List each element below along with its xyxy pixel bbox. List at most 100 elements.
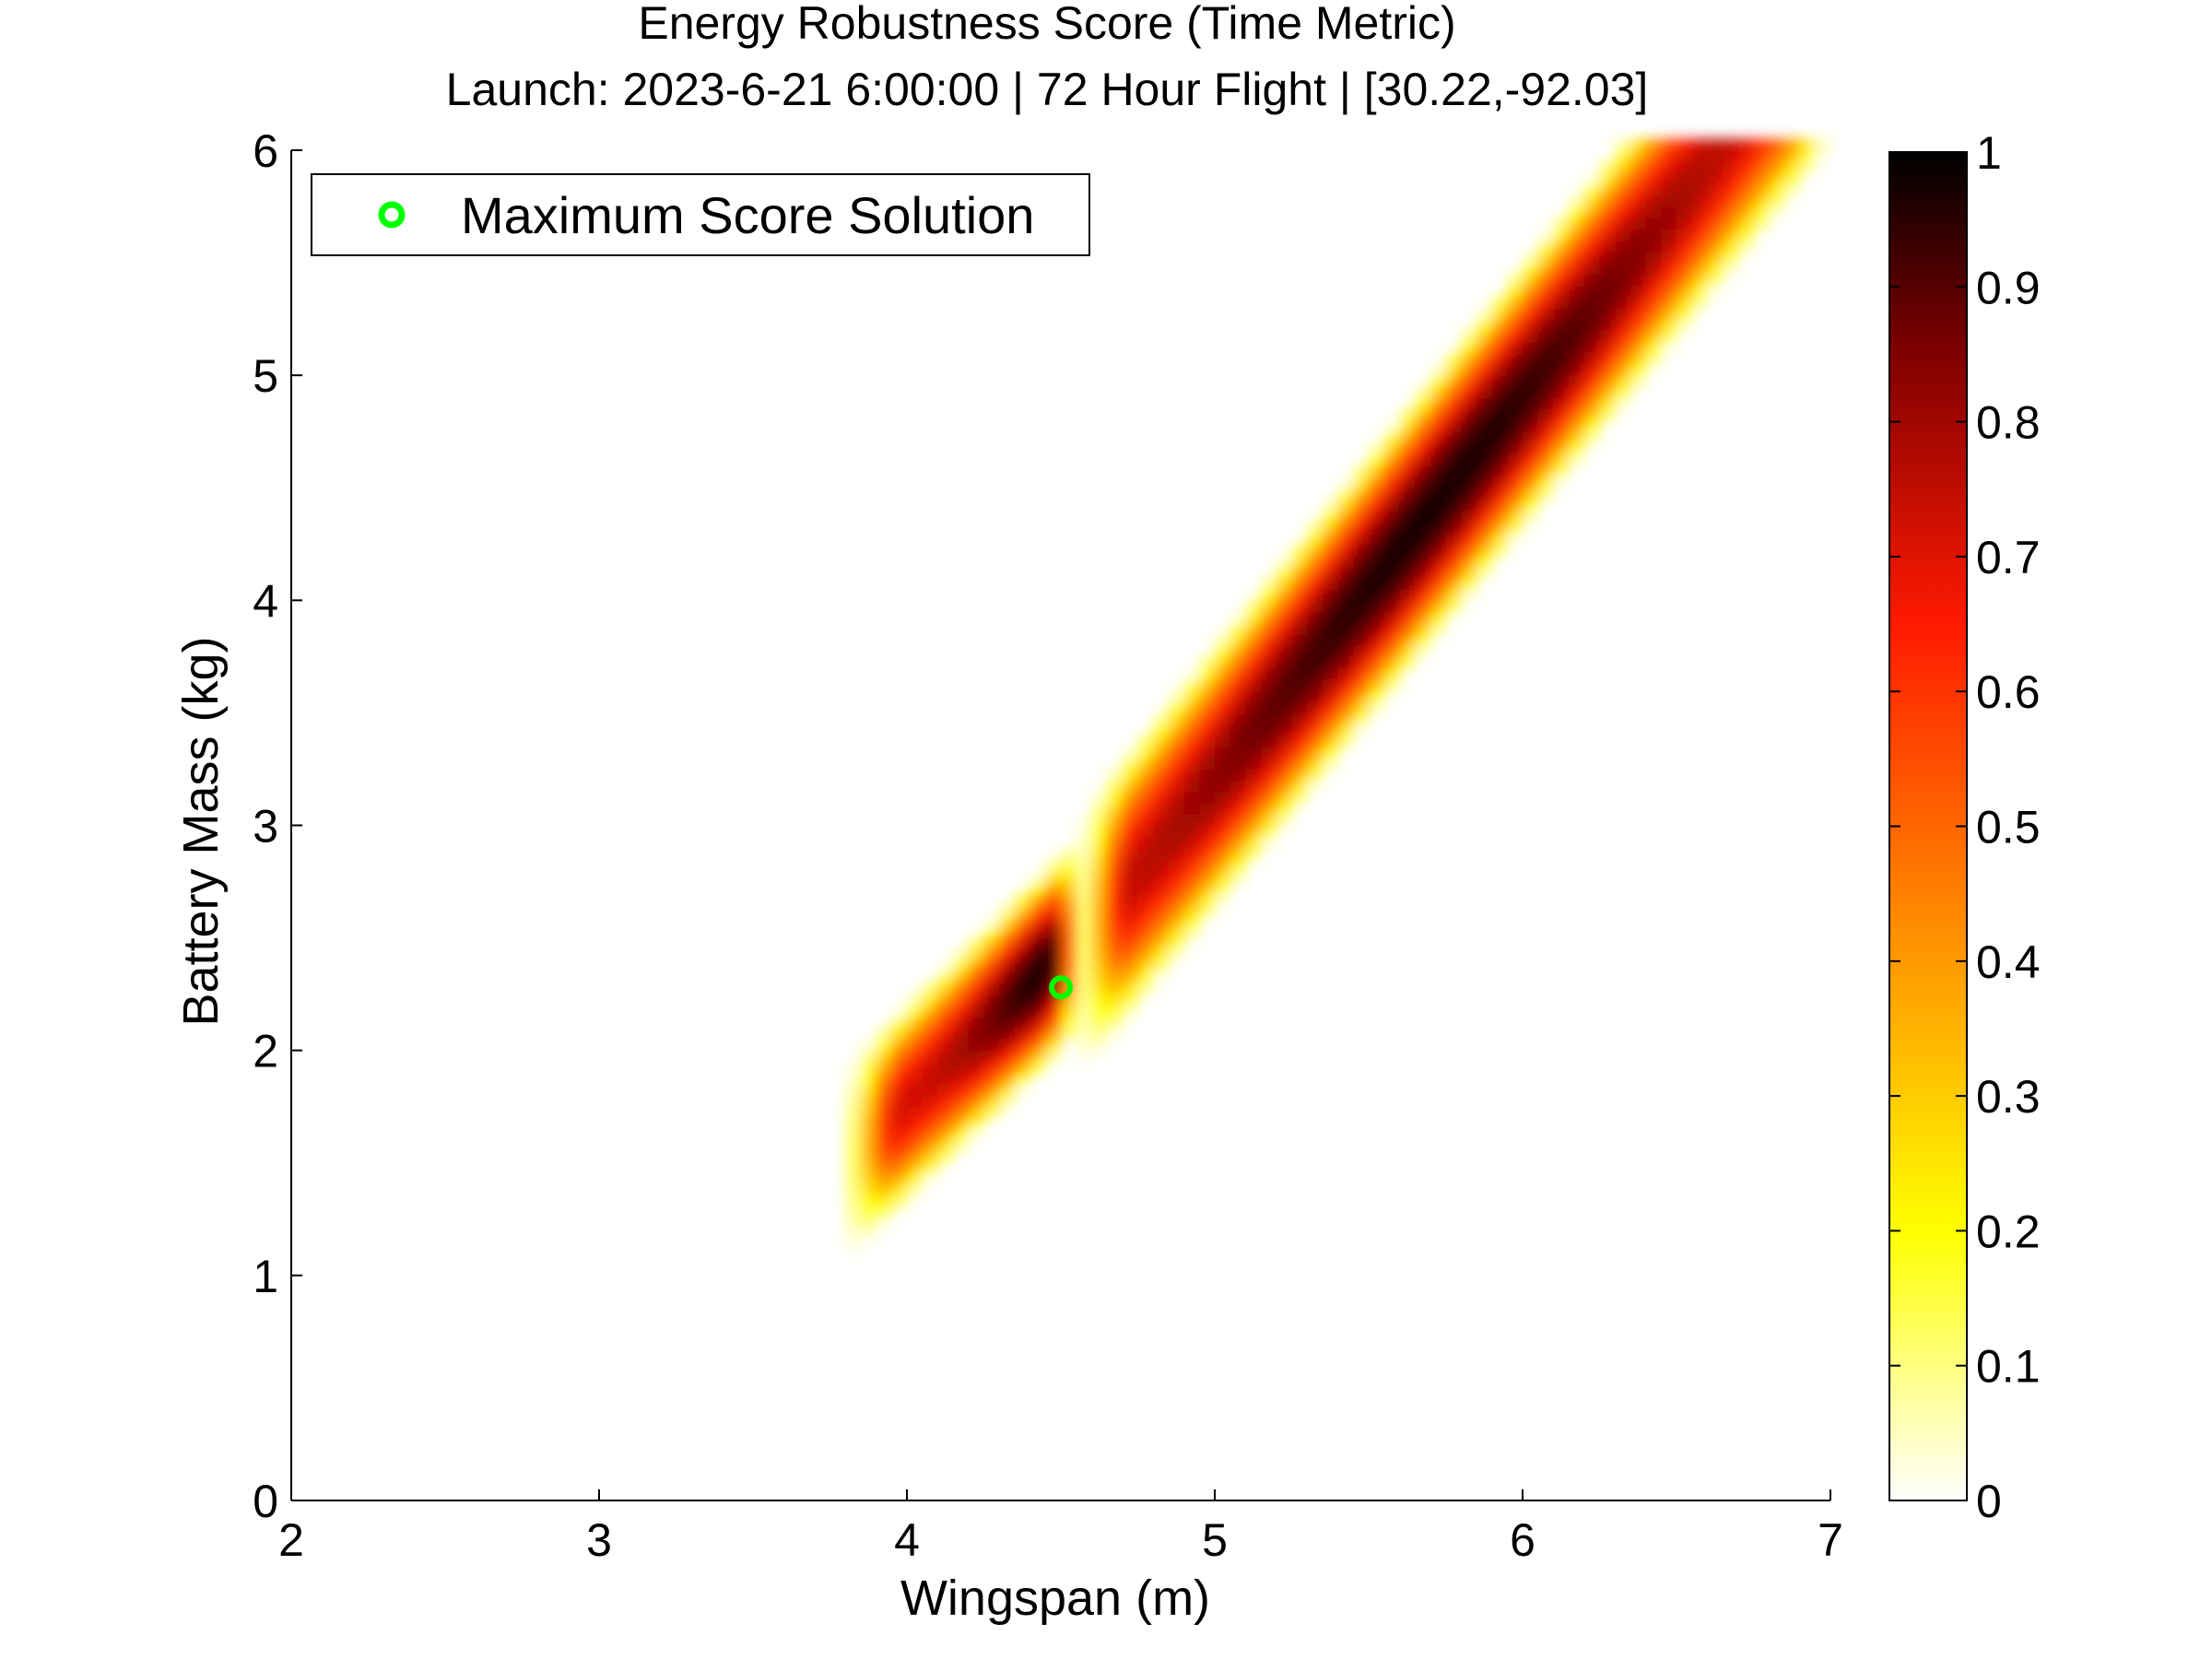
heatmap-cell [1245, 792, 1261, 804]
heatmap-cell [999, 1096, 1015, 1108]
heatmap-cell [907, 1140, 923, 1152]
heatmap-cell [1754, 195, 1770, 207]
heatmap-cell [1384, 488, 1400, 500]
heatmap-cell [1277, 814, 1292, 826]
heatmap-cell [1399, 589, 1415, 601]
heatmap-cell [953, 949, 969, 961]
heatmap-cell [1492, 511, 1508, 523]
heatmap-cell [1353, 645, 1369, 657]
heatmap-cell [1569, 375, 1584, 387]
heatmap-cell [1430, 386, 1446, 398]
heatmap-cell [984, 1051, 1000, 1063]
heatmap-cell [1523, 286, 1538, 298]
heatmap-cell [1369, 612, 1384, 624]
heatmap-cell [1384, 668, 1400, 680]
heatmap-cell [1446, 409, 1462, 421]
heatmap-cell [1461, 442, 1477, 454]
heatmap-cell [984, 1062, 1000, 1074]
heatmap-cell [1015, 949, 1030, 961]
heatmap-cell [1538, 274, 1554, 286]
heatmap-cell [1138, 735, 1154, 747]
heatmap-cell [937, 1140, 953, 1152]
heatmap-cell [1169, 747, 1184, 759]
heatmap-cell [1492, 488, 1508, 500]
heatmap-cell [1584, 375, 1600, 387]
heatmap-cell [1492, 431, 1508, 443]
heatmap-cell [1523, 420, 1538, 432]
heatmap-cell [1015, 938, 1030, 950]
heatmap-cell [1138, 971, 1154, 983]
heatmap-cell [1277, 645, 1292, 657]
heatmap-cell [1707, 206, 1723, 218]
heatmap-cell [1030, 1062, 1046, 1074]
heatmap-cell [1615, 195, 1630, 207]
heatmap-cell [1384, 600, 1400, 612]
heatmap-cell [1215, 735, 1230, 747]
heatmap-cell [1369, 701, 1384, 713]
heatmap-cell [1369, 668, 1384, 680]
heatmap-cell [1446, 477, 1462, 488]
heatmap-cell [1245, 735, 1261, 747]
heatmap-cell [1538, 263, 1554, 275]
heatmap-cell [1230, 645, 1246, 657]
heatmap-cell [1077, 960, 1092, 972]
heatmap-cell [1153, 837, 1169, 849]
heatmap-cell [1061, 904, 1077, 916]
heatmap-cell [969, 949, 984, 961]
heatmap-cell [1384, 578, 1400, 590]
heatmap-cell [877, 1028, 892, 1040]
heatmap-cell [1030, 971, 1046, 983]
heatmap-cell [1091, 848, 1107, 860]
heatmap-cell [1338, 544, 1354, 556]
heatmap-cell [1677, 286, 1692, 298]
heatmap-cell [1677, 150, 1692, 162]
heatmap-cell [877, 1185, 892, 1197]
heatmap-cell [1184, 724, 1200, 736]
heatmap-cell [1369, 634, 1384, 646]
heatmap-cell [1230, 656, 1246, 668]
heatmap-cell [1307, 556, 1323, 568]
heatmap-cell [1277, 634, 1292, 646]
heatmap-cell [937, 1107, 953, 1119]
heatmap-cell [1569, 442, 1584, 454]
heatmap-cell [1630, 241, 1646, 253]
heatmap-cell [923, 1040, 938, 1052]
y-tick-label: 1 [253, 1251, 278, 1302]
heatmap-cell [1307, 724, 1323, 736]
colorbar-tick-label: 1 [1976, 127, 2002, 179]
heatmap-cell [953, 1096, 969, 1108]
heatmap-cell [1015, 1084, 1030, 1096]
heatmap-cell [1338, 578, 1354, 590]
heatmap-cell [1292, 623, 1308, 635]
heatmap-cell [1384, 500, 1400, 512]
heatmap-cell [1569, 409, 1584, 421]
heatmap-cell [1199, 882, 1215, 894]
heatmap-cell [1430, 600, 1446, 612]
heatmap-cell [1569, 308, 1584, 320]
heatmap-cell [923, 1062, 938, 1074]
heatmap-cell [1353, 522, 1369, 534]
heatmap-cell [1646, 308, 1662, 320]
heatmap-cell [1030, 994, 1046, 1006]
heatmap-cell [1692, 229, 1708, 241]
heatmap-cell [1138, 859, 1154, 871]
heatmap-cell [1061, 882, 1077, 894]
heatmap-cell [907, 1107, 923, 1119]
heatmap-cell [1307, 656, 1323, 668]
heatmap-cell [1738, 195, 1754, 207]
heatmap-cell [1461, 511, 1477, 523]
heatmap-cell [1215, 679, 1230, 691]
heatmap-cell [1030, 1040, 1046, 1052]
heatmap-cell [1600, 252, 1616, 264]
heatmap-cell [1446, 442, 1462, 454]
heatmap-cell [1584, 431, 1600, 443]
heatmap-cell [1199, 758, 1215, 770]
heatmap-cell [1507, 488, 1523, 500]
heatmap-cell [1399, 465, 1415, 477]
heatmap-cell [1630, 172, 1646, 184]
heatmap-cell [1015, 915, 1030, 927]
heatmap-cell [1353, 567, 1369, 579]
heatmap-cell [1153, 960, 1169, 972]
heatmap-cell [1415, 612, 1430, 624]
heatmap-cell [1277, 668, 1292, 680]
